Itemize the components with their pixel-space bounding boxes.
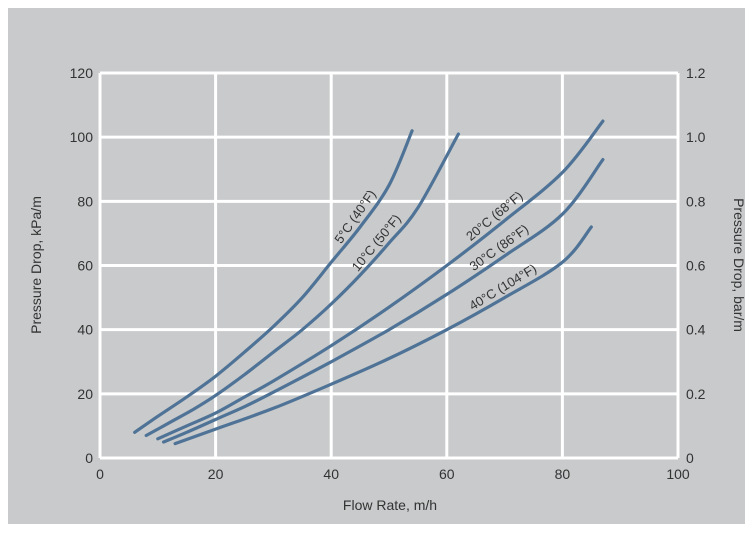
y2-tick-label: 0.4 (686, 322, 706, 338)
y-tick-label: 40 (77, 322, 93, 338)
y-tick-label: 120 (70, 65, 94, 81)
x-tick-label: 40 (323, 466, 339, 482)
x-tick-label: 0 (96, 466, 104, 482)
y-tick-label: 80 (77, 193, 93, 209)
x-axis-label: Flow Rate, m/h (343, 497, 437, 513)
x-tick-label: 80 (555, 466, 571, 482)
y2-tick-label: 1.0 (686, 129, 706, 145)
x-tick-label: 60 (439, 466, 455, 482)
y-tick-label: 0 (85, 450, 93, 466)
y2-tick-label: 0.6 (686, 258, 706, 274)
y2-tick-label: 0.2 (686, 386, 706, 402)
y-axis-label: Pressure Drop, kPa/m (28, 196, 44, 334)
y-tick-label: 100 (70, 129, 94, 145)
y2-tick-label: 1.2 (686, 65, 706, 81)
y-tick-label: 20 (77, 386, 93, 402)
y-tick-label: 60 (77, 258, 93, 274)
y2-tick-label: 0 (686, 450, 694, 466)
y2-axis-label: Pressure Drop, bar/m (731, 198, 747, 332)
x-tick-label: 100 (666, 466, 690, 482)
y2-tick-label: 0.8 (686, 193, 706, 209)
x-tick-label: 20 (208, 466, 224, 482)
